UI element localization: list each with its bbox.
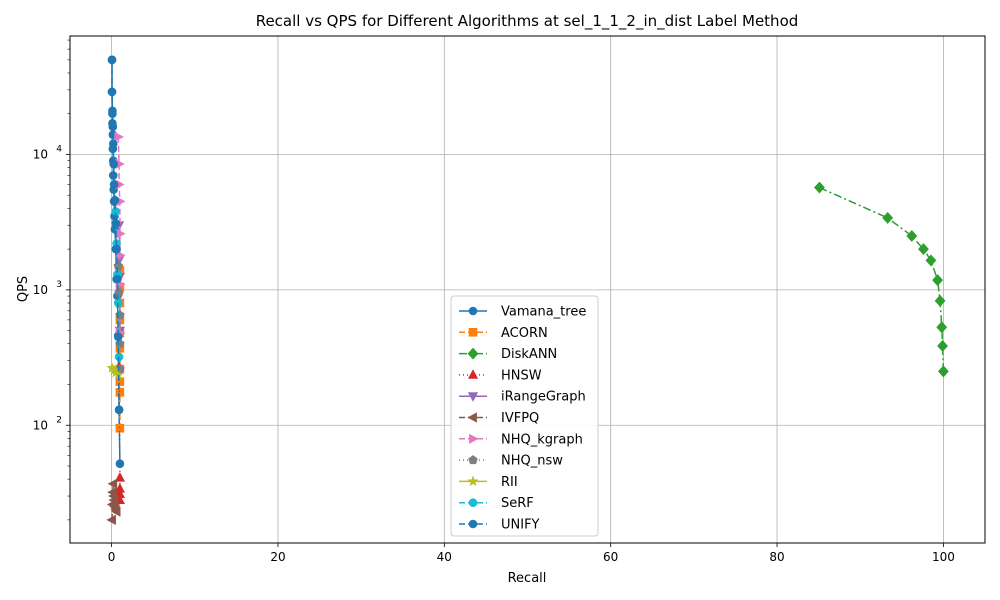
data-point xyxy=(109,159,118,169)
y-tick-exponent: 3 xyxy=(56,280,62,290)
legend-swatch-marker xyxy=(467,369,479,379)
data-point xyxy=(106,514,116,525)
y-axis-label: QPS xyxy=(16,276,31,302)
legend-entry: Vamana_tree xyxy=(459,305,586,320)
legend-swatch-marker xyxy=(467,412,477,423)
legend-swatch-marker xyxy=(467,392,479,402)
data-point xyxy=(112,244,121,254)
data-point xyxy=(906,230,918,242)
legend-entry: NHQ_kgraph xyxy=(459,432,583,447)
legend-swatch-marker xyxy=(468,306,478,316)
data-point xyxy=(108,122,118,132)
data-point xyxy=(114,405,124,415)
y-tick-label: 10 xyxy=(33,147,48,161)
y-axis-ticks: 10 2 10 3 10 4 xyxy=(33,39,70,521)
data-point xyxy=(115,388,125,397)
y-tick-label: 10 xyxy=(33,283,48,297)
data-point xyxy=(934,294,946,307)
data-point xyxy=(938,365,949,378)
data-point xyxy=(115,423,125,433)
legend-label: UNIFY xyxy=(501,518,540,533)
data-point xyxy=(110,506,121,517)
legend-label: NHQ_nsw xyxy=(501,454,563,469)
data-point xyxy=(936,321,948,334)
legend-entry: UNIFY xyxy=(459,518,540,533)
x-axis-ticks: 0 20 40 60 80 100 xyxy=(108,543,955,564)
legend-entry: RII xyxy=(459,475,518,490)
legend-swatch-marker xyxy=(468,519,478,529)
y-tick-label: 10 xyxy=(33,418,48,432)
legend-entry: NHQ_nsw xyxy=(459,454,563,469)
legend-label: ACORN xyxy=(501,326,548,341)
data-point xyxy=(107,478,118,489)
legend-label: HNSW xyxy=(501,368,542,383)
data-point xyxy=(114,472,126,482)
data-point xyxy=(107,87,117,97)
legend-entry: IVFPQ xyxy=(459,411,539,426)
plot-series xyxy=(106,55,949,525)
data-point xyxy=(882,211,894,224)
legend-entry: ACORN xyxy=(459,326,548,341)
legend-label: Vamana_tree xyxy=(501,305,586,320)
legend-entry: iRangeGraph xyxy=(459,390,586,405)
data-point xyxy=(115,377,125,386)
x-tick-label: 100 xyxy=(932,550,955,564)
legend-swatch-marker xyxy=(468,327,478,337)
data-point xyxy=(108,109,117,119)
legend-swatch-marker xyxy=(468,455,478,465)
legend-label: NHQ_kgraph xyxy=(501,432,583,447)
series-line xyxy=(117,136,121,334)
x-tick-label: 40 xyxy=(437,550,452,564)
series-line xyxy=(819,186,945,372)
data-point xyxy=(108,139,118,149)
legend-swatch-marker xyxy=(467,475,479,487)
data-point xyxy=(932,274,943,287)
data-point xyxy=(918,243,929,256)
legend-entry: DiskANN xyxy=(459,347,557,362)
y-tick-exponent: 4 xyxy=(56,144,62,154)
data-point xyxy=(814,181,825,194)
data-point xyxy=(110,195,120,205)
x-tick-label: 0 xyxy=(108,550,116,564)
legend-entry: SeRF xyxy=(459,496,534,511)
series-unify xyxy=(107,55,124,415)
data-point xyxy=(113,332,123,342)
data-point xyxy=(111,219,121,228)
chart-title: Recall vs QPS for Different Algorithms a… xyxy=(256,12,799,31)
legend: Vamana_tree ACORN DiskANN HNSW iRangeGraph IV… xyxy=(450,295,599,537)
data-point xyxy=(114,131,124,142)
data-point xyxy=(925,254,937,267)
legend-swatch-marker xyxy=(469,433,479,444)
data-point xyxy=(109,180,119,189)
legend-swatch-marker xyxy=(468,498,478,508)
x-tick-label: 80 xyxy=(769,550,784,564)
series-diskann xyxy=(814,181,949,378)
legend-swatch-marker xyxy=(467,347,479,360)
data-point xyxy=(113,274,122,284)
grid-lines xyxy=(70,36,985,543)
legend-label: RII xyxy=(501,475,518,490)
legend-box xyxy=(450,295,599,537)
legend-label: iRangeGraph xyxy=(501,390,586,405)
x-tick-label: 60 xyxy=(603,550,618,564)
data-point xyxy=(116,250,126,261)
y-tick-exponent: 2 xyxy=(56,415,62,425)
data-point xyxy=(937,340,948,352)
legend-label: DiskANN xyxy=(501,347,557,362)
data-point xyxy=(113,261,123,271)
legend-entry: HNSW xyxy=(459,368,542,383)
x-axis-label: Recall xyxy=(508,571,547,586)
x-tick-label: 20 xyxy=(270,550,285,564)
legend-label: IVFPQ xyxy=(501,411,539,426)
legend-label: SeRF xyxy=(501,496,534,511)
data-point xyxy=(107,55,117,65)
series-ivfpq xyxy=(106,478,121,525)
